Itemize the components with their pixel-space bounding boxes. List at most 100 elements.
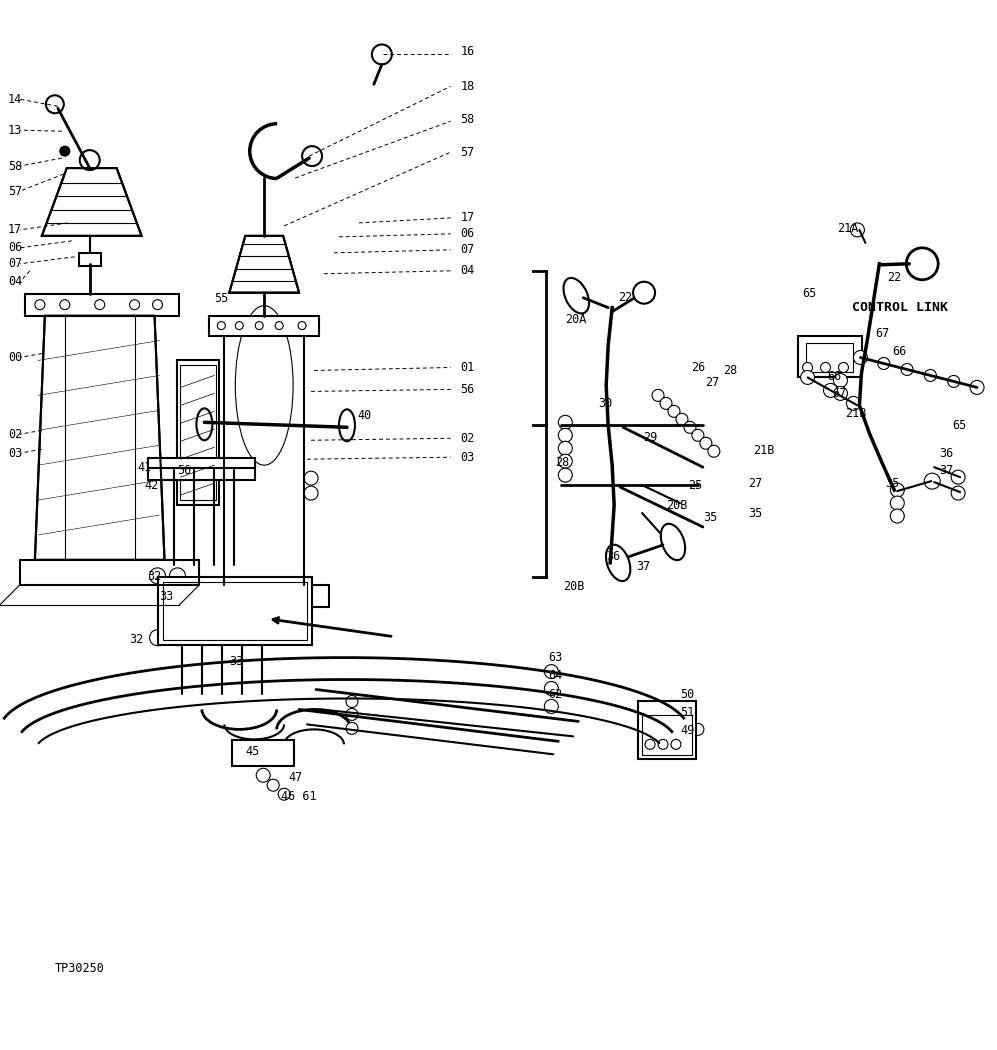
Text: 56: 56	[461, 383, 475, 396]
Text: 63: 63	[548, 651, 562, 664]
Circle shape	[544, 665, 558, 678]
Text: 26: 26	[691, 361, 705, 374]
Text: CONTROL LINK: CONTROL LINK	[852, 301, 948, 314]
Text: 21B: 21B	[845, 406, 866, 420]
Circle shape	[35, 299, 45, 310]
Circle shape	[658, 739, 668, 750]
Text: 13: 13	[8, 124, 22, 136]
Text: 03: 03	[8, 446, 22, 460]
Bar	[806, 342, 853, 373]
Circle shape	[130, 299, 140, 310]
Circle shape	[275, 321, 283, 330]
Circle shape	[302, 146, 322, 166]
Bar	[180, 365, 216, 500]
Text: 04: 04	[8, 275, 22, 289]
Circle shape	[853, 351, 867, 364]
Text: 28: 28	[723, 364, 737, 377]
Polygon shape	[35, 316, 165, 560]
Text: 37: 37	[939, 464, 953, 477]
Circle shape	[948, 376, 960, 387]
Ellipse shape	[563, 278, 589, 314]
Circle shape	[80, 150, 100, 170]
Text: 42: 42	[145, 479, 159, 491]
Bar	[642, 715, 692, 755]
Text: 35: 35	[703, 510, 717, 524]
Ellipse shape	[606, 545, 630, 581]
Text: 36: 36	[606, 550, 620, 564]
Text: 58: 58	[8, 160, 22, 172]
Text: 57: 57	[461, 146, 475, 159]
Circle shape	[235, 321, 243, 330]
Bar	[232, 740, 294, 766]
Text: 21B: 21B	[753, 444, 774, 457]
Circle shape	[558, 428, 572, 442]
Circle shape	[890, 496, 904, 510]
Circle shape	[951, 470, 965, 484]
Text: 21A: 21A	[837, 223, 858, 235]
Bar	[163, 582, 307, 639]
Text: 45: 45	[245, 744, 259, 758]
Circle shape	[645, 739, 655, 750]
Text: 55: 55	[214, 292, 228, 306]
Circle shape	[60, 146, 70, 156]
Circle shape	[824, 383, 837, 397]
Circle shape	[346, 722, 358, 734]
Bar	[798, 336, 862, 377]
Circle shape	[890, 509, 904, 523]
Circle shape	[150, 568, 166, 584]
Text: 28: 28	[555, 456, 569, 468]
Text: 49: 49	[680, 723, 694, 737]
Circle shape	[298, 321, 306, 330]
Text: 65: 65	[952, 419, 966, 432]
Circle shape	[838, 362, 848, 373]
Text: 33: 33	[229, 655, 243, 668]
Circle shape	[924, 370, 936, 381]
Circle shape	[700, 437, 712, 449]
Polygon shape	[229, 236, 299, 293]
Circle shape	[692, 723, 704, 735]
Text: 29: 29	[643, 430, 657, 444]
Ellipse shape	[339, 410, 355, 441]
Bar	[199, 585, 329, 607]
Text: 20B: 20B	[563, 581, 584, 593]
Ellipse shape	[235, 306, 293, 465]
Circle shape	[684, 421, 696, 434]
Circle shape	[278, 789, 290, 800]
Circle shape	[668, 405, 680, 417]
Circle shape	[680, 723, 692, 735]
Circle shape	[801, 371, 815, 384]
Circle shape	[846, 397, 860, 411]
Text: 18: 18	[461, 80, 475, 92]
Text: 33: 33	[160, 590, 173, 604]
Circle shape	[46, 96, 64, 113]
Text: TP30250: TP30250	[55, 962, 105, 975]
Circle shape	[676, 414, 688, 425]
Text: 40: 40	[357, 408, 371, 422]
Bar	[177, 360, 219, 505]
Bar	[25, 294, 179, 316]
Circle shape	[558, 468, 572, 482]
Text: 02: 02	[8, 427, 22, 441]
Text: 32: 32	[130, 633, 144, 646]
Text: 37: 37	[636, 561, 650, 573]
Text: 06: 06	[461, 228, 475, 240]
Text: 27: 27	[748, 477, 762, 489]
Text: 27: 27	[705, 376, 719, 388]
Circle shape	[169, 568, 185, 584]
Circle shape	[850, 223, 864, 237]
Circle shape	[95, 299, 105, 310]
Text: 03: 03	[461, 450, 475, 464]
Bar	[148, 464, 255, 480]
Text: 02: 02	[461, 432, 475, 445]
Circle shape	[660, 397, 672, 410]
Circle shape	[671, 739, 681, 750]
Text: 67: 67	[875, 328, 889, 340]
Text: 35: 35	[885, 477, 899, 489]
Text: 22: 22	[618, 291, 632, 304]
Circle shape	[833, 386, 847, 400]
Circle shape	[692, 429, 704, 441]
Text: 51: 51	[680, 706, 694, 719]
Bar	[209, 316, 319, 336]
Ellipse shape	[661, 524, 685, 560]
Text: 20B: 20B	[666, 499, 687, 511]
